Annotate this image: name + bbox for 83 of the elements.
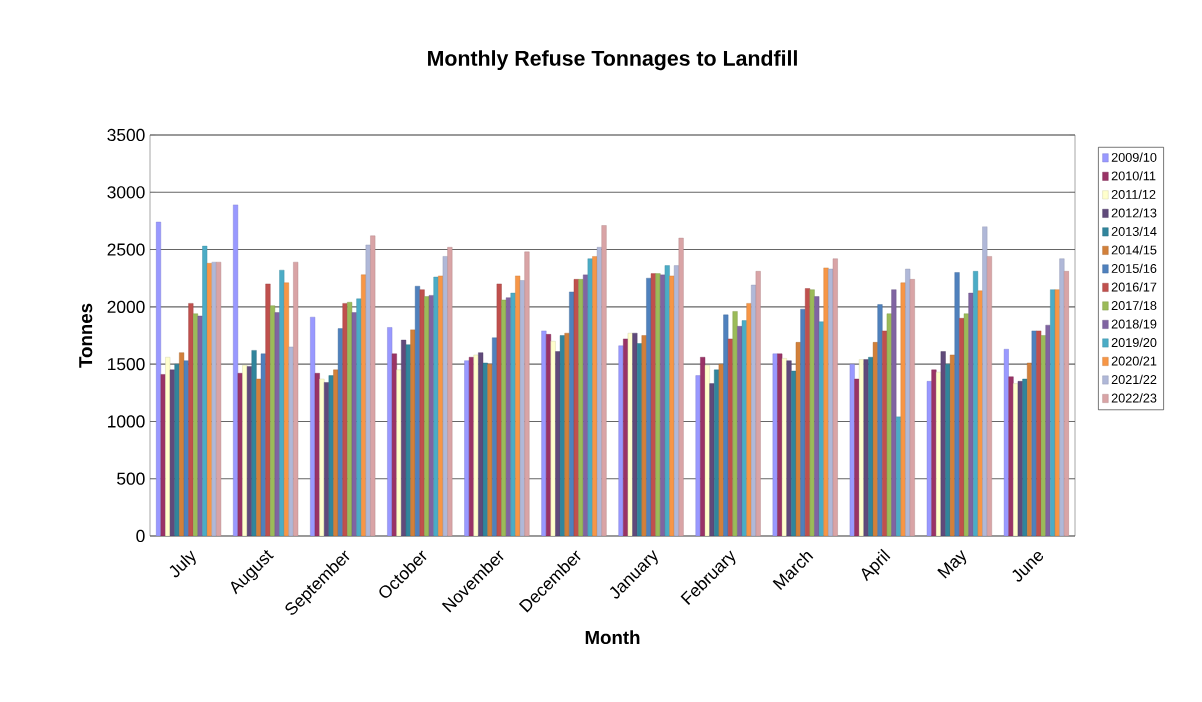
bar: [909, 279, 915, 536]
bar: [510, 292, 516, 536]
bar: [293, 261, 299, 536]
bar: [1064, 271, 1070, 536]
bar: [818, 321, 824, 536]
bar: [587, 258, 593, 536]
y-tick-label: 2000: [107, 300, 145, 313]
bar: [954, 272, 960, 536]
bar: [288, 346, 294, 536]
legend-label: 2018/19: [1111, 319, 1157, 329]
legend-label: 2019/20: [1111, 337, 1157, 348]
legend-label: 2017/18: [1111, 300, 1157, 311]
bar: [1022, 378, 1028, 536]
bar: [505, 297, 511, 536]
legend-label: 2014/15: [1111, 245, 1157, 255]
bar: [447, 247, 453, 536]
bar: [365, 244, 371, 536]
y-tick-label: 1500: [108, 357, 145, 371]
legend-label: 2016/17: [1111, 282, 1157, 292]
bar: [1059, 258, 1065, 536]
bar: [741, 320, 747, 536]
legend-label: 2021/22: [1111, 374, 1157, 385]
bar: [669, 275, 675, 536]
bar: [601, 225, 607, 536]
bar: [891, 289, 897, 536]
bar: [963, 313, 969, 536]
x-tick-label: May: [937, 549, 967, 579]
bar: [800, 308, 806, 536]
legend-label: 2013/14: [1111, 226, 1157, 236]
bar: [655, 273, 661, 536]
bar: [986, 256, 992, 536]
y-tick-label: 2500: [107, 243, 145, 256]
bar: [524, 251, 530, 536]
legend-label: 2011/12: [1111, 189, 1156, 199]
bar: [356, 298, 362, 536]
bar: [442, 256, 448, 536]
bar: [283, 282, 289, 536]
bar: [746, 303, 752, 536]
bar: [900, 282, 906, 536]
bar: [755, 271, 761, 536]
y-tick-label: 3000: [107, 186, 145, 199]
bar: [197, 315, 203, 536]
y-axis-title: Tonnes: [79, 303, 93, 368]
bar: [1040, 335, 1046, 536]
bar: [1054, 289, 1060, 536]
legend-label: 2010/11: [1111, 171, 1156, 181]
legend-label: 2012/13: [1111, 208, 1157, 218]
bar: [428, 295, 434, 536]
bar: [174, 363, 180, 536]
x-tick-label: July: [169, 550, 196, 578]
bar: [664, 265, 670, 536]
bar: [251, 350, 257, 536]
legend-label: 2022/23: [1111, 393, 1157, 403]
bar: [519, 280, 525, 536]
bar: [832, 258, 838, 536]
bar: [370, 235, 376, 536]
bar: [396, 369, 402, 536]
bar: [274, 312, 280, 536]
bar: [809, 289, 815, 536]
bar: [977, 290, 983, 536]
bar: [732, 311, 738, 536]
chart-title: Monthly Refuse Tonnages to Landfill: [428, 50, 797, 71]
legend-label: 2009/10: [1111, 152, 1157, 162]
legend-label: 2015/16: [1111, 263, 1157, 273]
bar: [578, 279, 584, 536]
bar: [473, 354, 479, 536]
bar: [596, 247, 602, 536]
bar: [351, 312, 357, 536]
bar: [319, 378, 325, 536]
y-tick-label: 500: [117, 472, 145, 485]
bar: [433, 276, 439, 536]
bar: [877, 304, 883, 536]
y-tick-label: 1000: [108, 415, 145, 428]
bar: [678, 237, 684, 536]
bar: [823, 267, 829, 536]
y-tick-label: 3500: [107, 128, 145, 142]
bar: [1045, 324, 1051, 536]
bar: [968, 292, 974, 536]
bar: [886, 313, 892, 536]
bar: [216, 261, 222, 536]
x-axis-title: Month: [585, 630, 640, 645]
y-tick-label: 0: [136, 529, 145, 543]
legend-label: 2020/21: [1111, 356, 1157, 366]
